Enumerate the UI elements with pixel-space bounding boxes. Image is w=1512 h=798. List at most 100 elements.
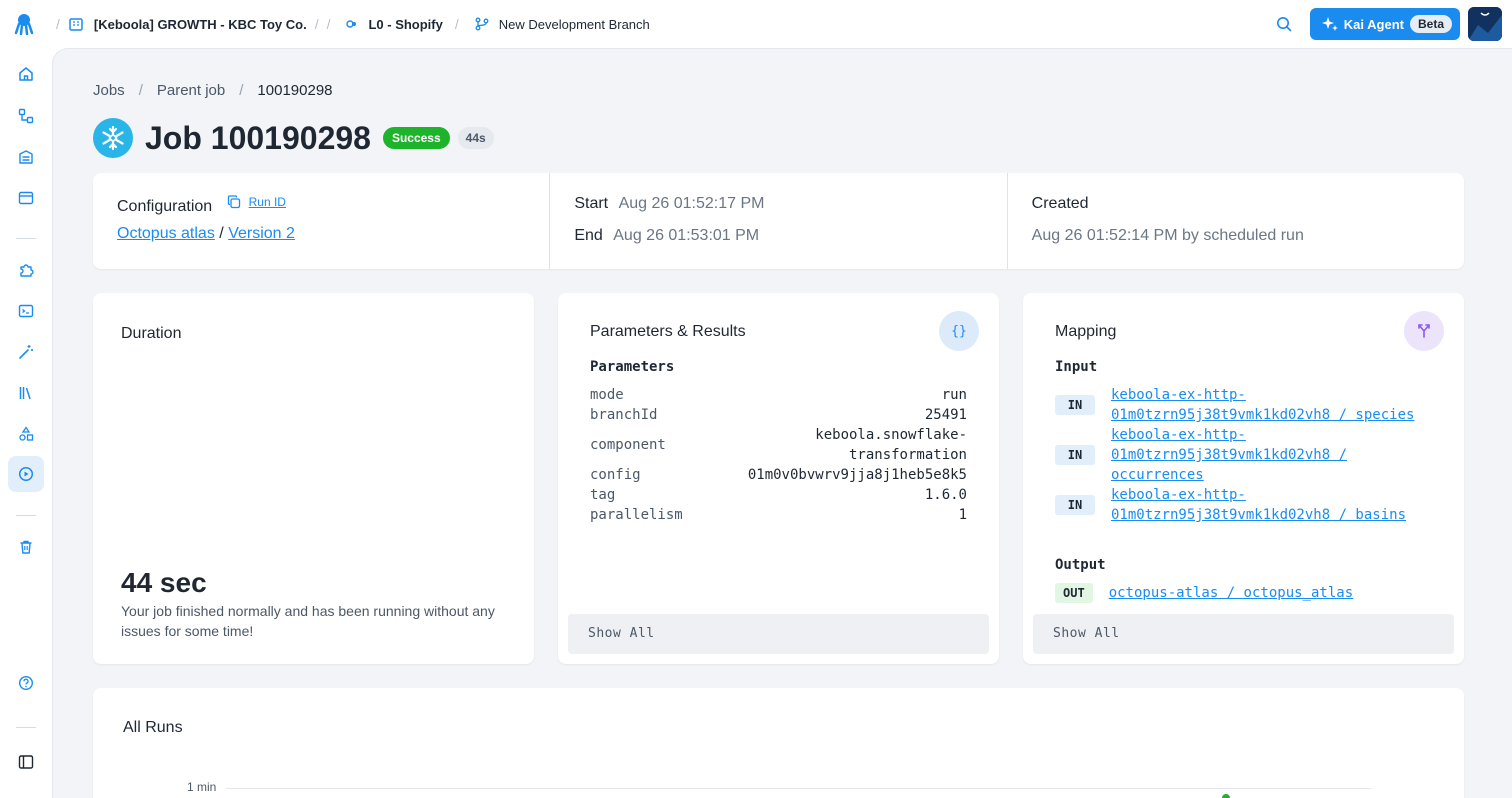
mapping-card: Mapping Input IN keboola-ex-http- 01m0tz… — [1023, 293, 1464, 664]
version-link[interactable]: Version 2 — [228, 225, 295, 242]
configuration-label: Configuration — [117, 198, 213, 215]
puzzle-icon — [20, 264, 34, 277]
timing-section: Start Aug 26 01:52:17 PM End Aug 26 01:5… — [550, 173, 1008, 269]
param-value: 1 — [958, 507, 967, 523]
input-table-link[interactable]: keboola-ex-http- 01m0tzrn95j38t9vmk1kd02… — [1111, 485, 1406, 525]
keboola-logo-icon[interactable] — [0, 0, 48, 48]
sidebar-item-templates[interactable] — [8, 416, 44, 452]
home-icon — [19, 67, 33, 81]
branch-crumb[interactable]: New Development Branch — [475, 17, 650, 32]
in-tag: IN — [1055, 445, 1095, 465]
sidebar-item-home[interactable] — [8, 56, 44, 92]
sparkle-icon — [1321, 17, 1338, 31]
sidebar-item-workspaces[interactable] — [8, 180, 44, 216]
parameters-list: mode run branchId 25491 component kebool… — [590, 385, 967, 525]
param-key: parallelism — [590, 507, 683, 523]
breadcrumb-current: 100190298 — [257, 82, 333, 99]
run-point[interactable] — [1222, 794, 1230, 798]
param-row: tag 1.6.0 — [590, 485, 967, 505]
sidebar-item-help[interactable] — [8, 665, 44, 701]
mapping-show-all-button[interactable]: Show All — [1033, 614, 1454, 654]
sidebar-item-jobs[interactable] — [8, 456, 44, 492]
mapping-view-button[interactable] — [1404, 311, 1444, 351]
configuration-link[interactable]: Octopus atlas — [117, 225, 215, 242]
input-mapping-row: IN keboola-ex-http- 01m0tzrn95j38t9vmk1k… — [1055, 425, 1347, 485]
link-line: 01m0tzrn95j38t9vmk1kd02vh8 / basins — [1111, 507, 1407, 523]
separator: / — [454, 16, 459, 32]
param-row: component keboola.snowflake-transformati… — [590, 425, 967, 465]
help-icon — [18, 675, 34, 691]
in-tag: IN — [1055, 395, 1095, 415]
trash-icon — [20, 540, 32, 554]
sidebar-item-transformations[interactable] — [8, 293, 44, 329]
project-crumb[interactable]: [Keboola] GROWTH - KBC Toy Co. — [68, 16, 307, 32]
mapping-title: Mapping — [1055, 323, 1117, 340]
duration-value: 44 sec — [121, 567, 207, 598]
breadcrumb-parent-job[interactable]: Parent job — [156, 82, 226, 99]
branch-icon — [475, 17, 489, 31]
storage-icon — [19, 150, 33, 164]
sidebar-toggle-icon — [18, 755, 34, 769]
all-runs-title: All Runs — [123, 719, 183, 736]
copy-icon — [227, 195, 240, 209]
input-table-link[interactable]: keboola-ex-http- 01m0tzrn95j38t9vmk1kd02… — [1111, 385, 1414, 425]
breadcrumb-separator: / — [239, 82, 244, 99]
user-avatar-icon — [1468, 7, 1502, 41]
duration-title: Duration — [121, 325, 182, 342]
end-value: Aug 26 01:53:01 PM — [613, 227, 760, 244]
sidebar-collapse-button[interactable] — [8, 744, 44, 780]
param-key: branchId — [590, 407, 658, 423]
run-id-link[interactable]: Run ID — [227, 195, 286, 209]
snowflake-icon — [93, 118, 133, 158]
breadcrumb: Jobs / Parent job / 100190298 — [93, 82, 333, 99]
end-label: End — [574, 227, 603, 244]
beta-badge: Beta — [1409, 15, 1452, 33]
start-value: Aug 26 01:52:17 PM — [618, 195, 765, 212]
created-value: Aug 26 01:52:14 PM by scheduled run — [1031, 227, 1304, 244]
window-icon — [18, 191, 34, 205]
param-value: run — [941, 387, 967, 403]
parameters-card: Parameters & Results {} Parameters mode … — [558, 293, 999, 664]
folder-crumb[interactable]: L0 - Shopify — [346, 16, 443, 32]
breadcrumb-jobs[interactable]: Jobs — [93, 82, 125, 99]
input-table-link[interactable]: keboola-ex-http- 01m0tzrn95j38t9vmk1kd02… — [1111, 425, 1347, 485]
avatar[interactable] — [1468, 7, 1502, 41]
search-button[interactable] — [1268, 8, 1300, 40]
folder-name: L0 - Shopify — [368, 16, 443, 32]
separator: / — [326, 16, 331, 32]
link-line: 01m0tzrn95j38t9vmk1kd02vh8 / — [1111, 447, 1348, 463]
magic-wand-icon — [19, 345, 33, 359]
duration-badge: 44s — [457, 127, 494, 149]
json-view-button[interactable]: {} — [939, 311, 979, 351]
param-value: keboola.snowflake-transformation — [815, 427, 967, 463]
start-label: Start — [574, 195, 609, 212]
parameters-show-all-button[interactable]: Show All — [568, 614, 989, 654]
branch-name: New Development Branch — [498, 16, 650, 32]
separator: / — [314, 16, 319, 32]
flow-icon — [18, 108, 34, 124]
param-row: config 01m0v0bvwrv9jja8j1heb5e8k5 — [590, 465, 967, 485]
library-icon — [19, 387, 31, 400]
link-line: occurrences — [1111, 467, 1204, 483]
param-key: component — [590, 437, 666, 453]
page-title: Job 100190298 — [145, 119, 371, 156]
input-section-label: Input — [1055, 359, 1098, 375]
output-table-link[interactable]: octopus-atlas / octopus_atlas — [1108, 585, 1354, 601]
sidebar-item-ai[interactable] — [8, 334, 44, 370]
merge-icon — [1418, 324, 1430, 338]
sidebar-item-catalog[interactable] — [8, 375, 44, 411]
kai-agent-button[interactable]: Kai Agent Beta — [1309, 8, 1460, 40]
sidebar-item-storage[interactable] — [8, 139, 44, 175]
sidebar-divider — [16, 515, 36, 516]
sidebar-item-trash[interactable] — [8, 529, 44, 565]
sidebar-divider — [16, 727, 36, 728]
braces-icon: {} — [951, 323, 967, 339]
status-badge: Success — [382, 127, 450, 149]
input-mapping-row: IN keboola-ex-http- 01m0tzrn95j38t9vmk1k… — [1055, 385, 1414, 425]
param-row: parallelism 1 — [590, 505, 967, 525]
param-value: 1.6.0 — [924, 487, 967, 503]
param-key: mode — [590, 387, 624, 403]
sidebar-item-components[interactable] — [8, 252, 44, 288]
sidebar-item-flows[interactable] — [8, 98, 44, 134]
top-bar: / [Keboola] GROWTH - KBC Toy Co. / / L0 … — [0, 0, 1512, 48]
